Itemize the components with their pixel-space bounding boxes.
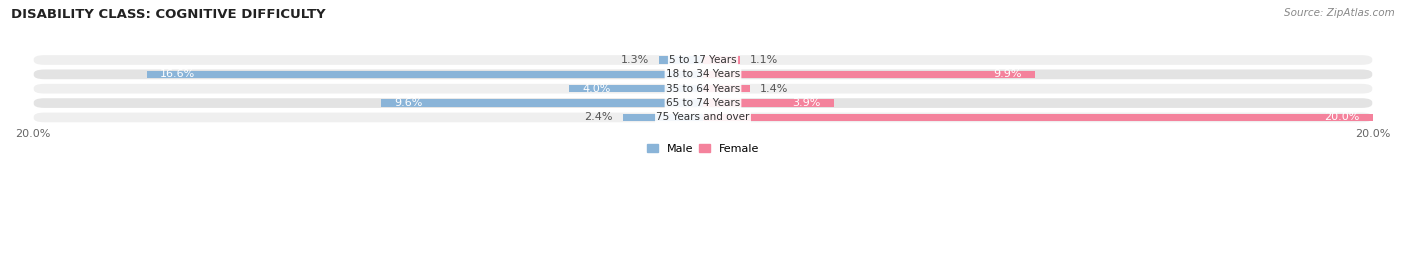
Bar bbox=[146, 71, 703, 78]
Text: 1.3%: 1.3% bbox=[621, 55, 650, 65]
Bar bbox=[569, 85, 703, 92]
Bar bbox=[703, 114, 1374, 121]
Bar bbox=[703, 56, 740, 64]
FancyBboxPatch shape bbox=[32, 83, 1374, 94]
FancyBboxPatch shape bbox=[32, 112, 1374, 123]
Text: 9.6%: 9.6% bbox=[395, 98, 423, 108]
Text: 16.6%: 16.6% bbox=[160, 69, 195, 79]
FancyBboxPatch shape bbox=[32, 69, 1374, 80]
Text: 1.1%: 1.1% bbox=[749, 55, 778, 65]
Text: 75 Years and over: 75 Years and over bbox=[657, 112, 749, 122]
Text: 20.0%: 20.0% bbox=[1324, 112, 1360, 122]
Text: 65 to 74 Years: 65 to 74 Years bbox=[666, 98, 740, 108]
Text: 18 to 34 Years: 18 to 34 Years bbox=[666, 69, 740, 79]
Bar bbox=[623, 114, 703, 121]
Text: 35 to 64 Years: 35 to 64 Years bbox=[666, 84, 740, 94]
Text: 4.0%: 4.0% bbox=[582, 84, 610, 94]
Bar bbox=[381, 99, 703, 107]
Text: 3.9%: 3.9% bbox=[792, 98, 820, 108]
Bar bbox=[703, 99, 834, 107]
Text: 9.9%: 9.9% bbox=[993, 69, 1021, 79]
Bar bbox=[703, 71, 1035, 78]
Text: 5 to 17 Years: 5 to 17 Years bbox=[669, 55, 737, 65]
Text: 2.4%: 2.4% bbox=[583, 112, 613, 122]
Legend: Male, Female: Male, Female bbox=[643, 140, 763, 158]
FancyBboxPatch shape bbox=[32, 54, 1374, 66]
Text: DISABILITY CLASS: COGNITIVE DIFFICULTY: DISABILITY CLASS: COGNITIVE DIFFICULTY bbox=[11, 8, 326, 21]
Text: Source: ZipAtlas.com: Source: ZipAtlas.com bbox=[1284, 8, 1395, 18]
Bar bbox=[659, 56, 703, 64]
FancyBboxPatch shape bbox=[32, 97, 1374, 109]
Text: 1.4%: 1.4% bbox=[761, 84, 789, 94]
Bar bbox=[703, 85, 749, 92]
